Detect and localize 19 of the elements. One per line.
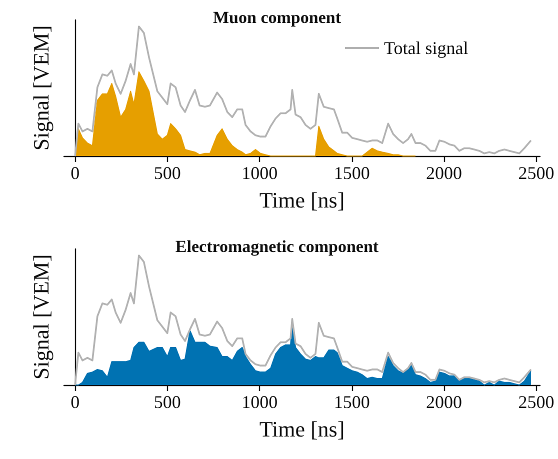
x-axis-title: Time [ns] (259, 188, 345, 212)
x-tick-label: 1000 (242, 392, 278, 412)
chart-title: Electromagnetic component (175, 237, 379, 256)
x-tick-label: 2500 (518, 163, 554, 183)
x-tick-label: 1500 (334, 163, 370, 183)
y-axis-title: Signal [VEM] (28, 25, 54, 151)
x-tick-label: 500 (154, 392, 181, 412)
y-axis-title: Signal [VEM] (28, 254, 54, 380)
x-tick-label: 2000 (426, 392, 462, 412)
x-tick-label: 500 (154, 163, 181, 183)
x-tick-label: 0 (70, 392, 80, 412)
x-tick-label: 1500 (334, 392, 370, 412)
legend-label: Total signal (384, 38, 468, 58)
chart-title: Muon component (213, 8, 342, 27)
x-tick-label: 2000 (426, 163, 462, 183)
x-tick-label: 0 (70, 163, 80, 183)
x-tick-label: 1000 (242, 163, 278, 183)
x-tick-label: 2500 (518, 392, 554, 412)
x-axis-title: Time [ns] (259, 416, 345, 442)
